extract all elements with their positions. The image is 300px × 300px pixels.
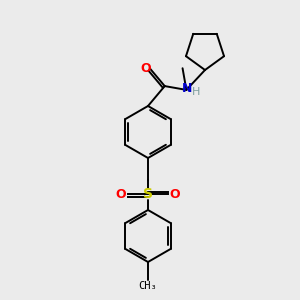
Text: S: S <box>143 187 153 201</box>
Text: N: N <box>182 82 193 95</box>
Text: CH₃: CH₃ <box>139 281 158 291</box>
Text: O: O <box>140 62 151 75</box>
Text: H: H <box>192 87 201 97</box>
Text: O: O <box>116 188 126 200</box>
Text: O: O <box>170 188 180 200</box>
